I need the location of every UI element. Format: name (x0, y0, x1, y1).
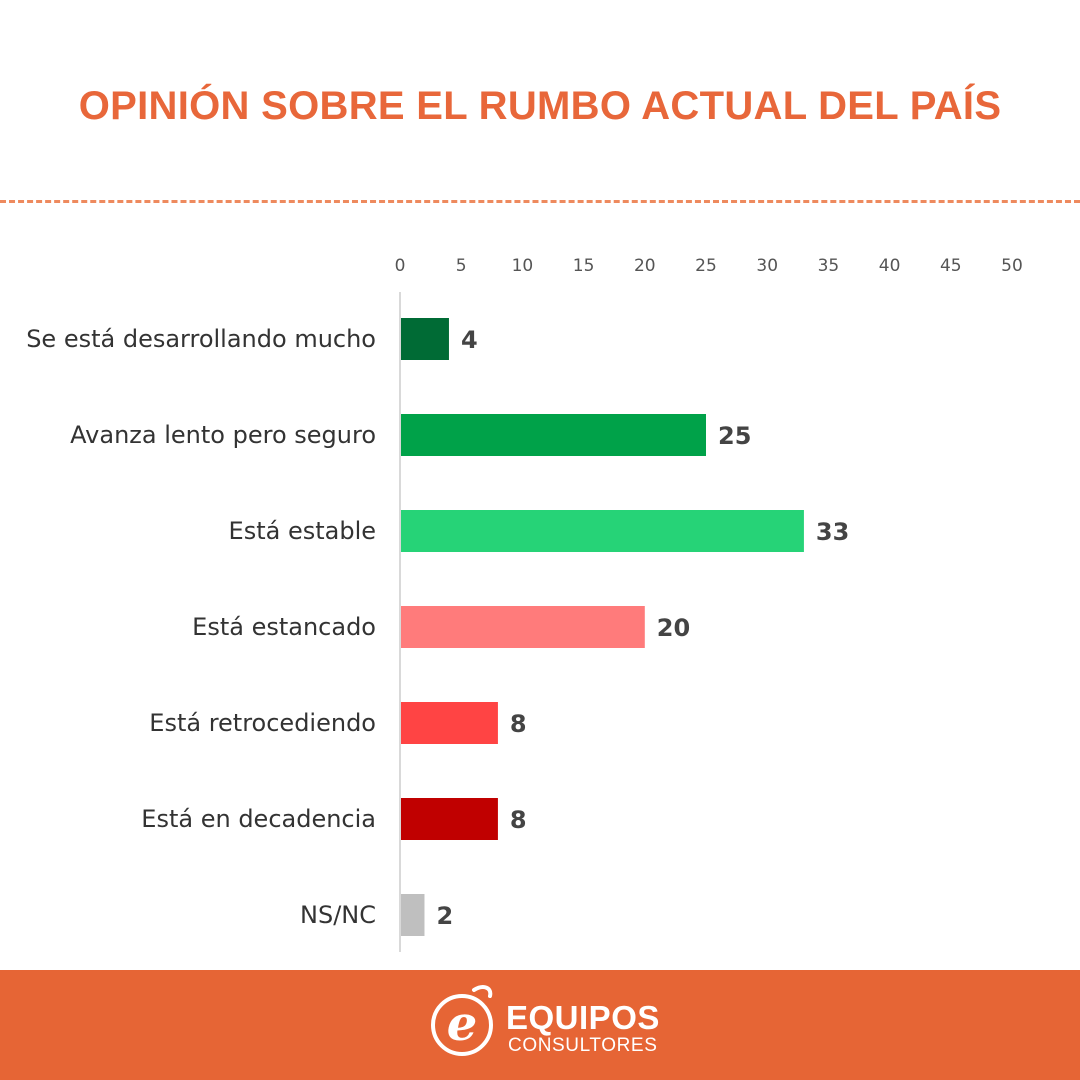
value-label: 20 (657, 614, 690, 642)
equipos-logo-icon: e (431, 985, 493, 1056)
x-tick-label: 40 (879, 256, 901, 276)
bar-row: Está estable 33 (229, 510, 849, 552)
bar-chart: 0 5 10 15 20 25 30 35 40 45 50 Se está desarrollan… (26, 256, 1023, 952)
brand-subtitle: CONSULTORES (508, 1035, 658, 1056)
bar (401, 894, 425, 936)
x-tick-label: 0 (395, 256, 406, 276)
category-label: Está estable (229, 517, 376, 545)
bar-row: NS/NC 2 (300, 894, 453, 936)
bar-row: Está retrocediendo 8 (149, 702, 527, 744)
x-tick-label: 10 (512, 256, 534, 276)
x-tick-label: 20 (634, 256, 656, 276)
x-tick-label: 50 (1001, 256, 1023, 276)
category-label: Está estancado (192, 613, 376, 641)
x-tick-label: 25 (695, 256, 717, 276)
bar (401, 510, 804, 552)
x-tick-label: 5 (456, 256, 467, 276)
footer-bar: e EQUIPOS CONSULTORES (0, 970, 1080, 1080)
x-tick-label: 30 (756, 256, 778, 276)
value-label: 33 (816, 518, 849, 546)
brand-name: EQUIPOS (506, 999, 660, 1036)
x-tick-label: 15 (573, 256, 595, 276)
bar (401, 606, 645, 648)
bar (401, 702, 498, 744)
value-label: 2 (436, 902, 453, 930)
bar-row: Avanza lento pero seguro 25 (70, 414, 751, 456)
value-label: 8 (510, 806, 527, 834)
category-label: Avanza lento pero seguro (70, 421, 376, 449)
category-label: Está en decadencia (141, 805, 376, 833)
bar-row: Se está desarrollando mucho 4 (26, 318, 478, 360)
dashed-divider (0, 200, 1080, 203)
bar-row: Está estancado 20 (192, 606, 690, 648)
x-tick-label: 35 (818, 256, 840, 276)
value-label: 4 (461, 326, 478, 354)
x-axis-ticks: 0 5 10 15 20 25 30 35 40 45 50 (395, 256, 1023, 276)
x-tick-label: 45 (940, 256, 962, 276)
category-label: NS/NC (300, 901, 376, 929)
bar (401, 318, 449, 360)
value-label: 25 (718, 422, 751, 450)
category-label: Se está desarrollando mucho (26, 325, 376, 353)
bar (401, 798, 498, 840)
chart-title: OPINIÓN SOBRE EL RUMBO ACTUAL DEL PAÍS (78, 84, 1002, 128)
brand-logo: e EQUIPOS CONSULTORES (426, 984, 666, 1068)
bar-row: Está en decadencia 8 (141, 798, 527, 840)
bar (401, 414, 706, 456)
value-label: 8 (510, 710, 527, 738)
bars-group: Se está desarrollando mucho 4 Avanza lento… (26, 318, 849, 936)
logo-letter: e (447, 996, 478, 1052)
category-label: Está retrocediendo (149, 709, 376, 737)
